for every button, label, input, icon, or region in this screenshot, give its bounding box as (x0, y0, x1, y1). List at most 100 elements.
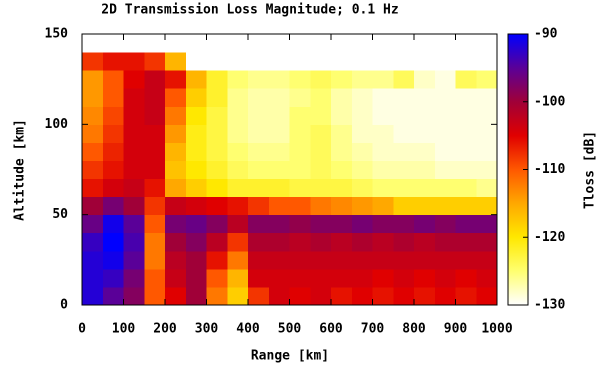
heatmap-cell (372, 142, 394, 161)
heatmap-cell (393, 196, 415, 216)
x-axis-label: Range [km] (251, 349, 329, 364)
heatmap-cell (82, 124, 104, 143)
heatmap-cell (476, 70, 498, 89)
heatmap-cell (248, 106, 270, 125)
heatmap-cell (248, 214, 270, 234)
heatmap-cell (434, 250, 456, 270)
heatmap-cell (476, 106, 498, 125)
heatmap-cell (476, 250, 498, 270)
heatmap-cell (206, 214, 228, 234)
heatmap-cell (351, 214, 373, 234)
heatmap-cell (82, 70, 104, 89)
heatmap-cell (455, 34, 477, 53)
heatmap-cell (455, 160, 477, 180)
heatmap-cell (165, 178, 187, 198)
heatmap-cell (310, 286, 332, 306)
heatmap-cell (414, 106, 436, 125)
heatmap-cell (144, 214, 166, 234)
x-tick-label: 300 (195, 322, 219, 337)
heatmap-cell (455, 124, 477, 143)
heatmap-cell (268, 268, 290, 288)
heatmap-cell (434, 88, 456, 107)
x-tick-label: 400 (236, 322, 260, 337)
heatmap-cell (434, 124, 456, 143)
heatmap-cell (165, 268, 187, 288)
heatmap-cell (185, 250, 207, 270)
heatmap-cell (331, 52, 353, 71)
heatmap-cell (268, 142, 290, 161)
heatmap-cell (227, 250, 249, 270)
heatmap-cell (268, 88, 290, 107)
heatmap-cell (248, 142, 270, 161)
heatmap-cell (82, 268, 104, 288)
heatmap-cell (372, 106, 394, 125)
x-tick-label: 900 (444, 322, 468, 337)
heatmap-cell (310, 232, 332, 252)
heatmap-cell (289, 124, 311, 143)
heatmap-cell (102, 34, 124, 53)
heatmap-cell (144, 178, 166, 198)
heatmap-cell (414, 52, 436, 71)
heatmap-cell (351, 286, 373, 306)
heatmap-cell (393, 232, 415, 252)
heatmap-cell (414, 178, 436, 198)
heatmap-cell (248, 88, 270, 107)
heatmap-cell (331, 250, 353, 270)
heatmap-cell (144, 106, 166, 125)
heatmap-cell (102, 160, 124, 180)
heatmap-cell (393, 88, 415, 107)
heatmap-cell (165, 88, 187, 107)
chart-title: 2D Transmission Loss Magnitude; 0.1 Hz (101, 3, 398, 18)
heatmap-cell (123, 106, 145, 125)
y-tick-label: 100 (45, 117, 69, 132)
heatmap-cell (310, 160, 332, 180)
y-tick-label: 0 (60, 298, 68, 313)
heatmap-cell (165, 232, 187, 252)
heatmap-cell (434, 34, 456, 53)
heatmap-cell (268, 70, 290, 89)
heatmap-cell (434, 268, 456, 288)
heatmap-cell (248, 70, 270, 89)
heatmap-cell (248, 196, 270, 216)
heatmap-cell (123, 250, 145, 270)
heatmap-cell (165, 214, 187, 234)
heatmap-cell (310, 88, 332, 107)
heatmap-cell (185, 196, 207, 216)
heatmap-cell (372, 88, 394, 107)
y-axis-label: Altitude [km] (13, 119, 28, 221)
heatmap-cell (165, 52, 187, 71)
heatmap-cell (393, 286, 415, 306)
heatmap-cell (102, 142, 124, 161)
heatmap-cell (102, 70, 124, 89)
x-tick-label: 800 (402, 322, 426, 337)
heatmap-cell (476, 34, 498, 53)
heatmap-cell (310, 106, 332, 125)
heatmap-cell (144, 34, 166, 53)
heatmap-cell (248, 160, 270, 180)
heatmap-cell (310, 70, 332, 89)
heatmap-cell (268, 106, 290, 125)
heatmap-cell (185, 34, 207, 53)
heatmap-cell (144, 196, 166, 216)
heatmap-cell (414, 160, 436, 180)
heatmap-cell (144, 232, 166, 252)
heatmap-cell (351, 106, 373, 125)
heatmap-cell (82, 250, 104, 270)
heatmap-cell (227, 286, 249, 306)
y-tick-label: 50 (52, 207, 68, 222)
heatmap-cell (351, 178, 373, 198)
heatmap-cell (414, 142, 436, 161)
heatmap-cell (331, 178, 353, 198)
heatmap-cell (393, 70, 415, 89)
heatmap-cell (455, 88, 477, 107)
heatmap-cell (310, 250, 332, 270)
heatmap-cell (372, 160, 394, 180)
heatmap-cell (206, 34, 228, 53)
heatmap-cell (393, 34, 415, 53)
heatmap-cell (144, 268, 166, 288)
heatmap-cell (82, 142, 104, 161)
heatmap-cell (414, 70, 436, 89)
heatmap-cell (144, 124, 166, 143)
heatmap-cell (165, 160, 187, 180)
